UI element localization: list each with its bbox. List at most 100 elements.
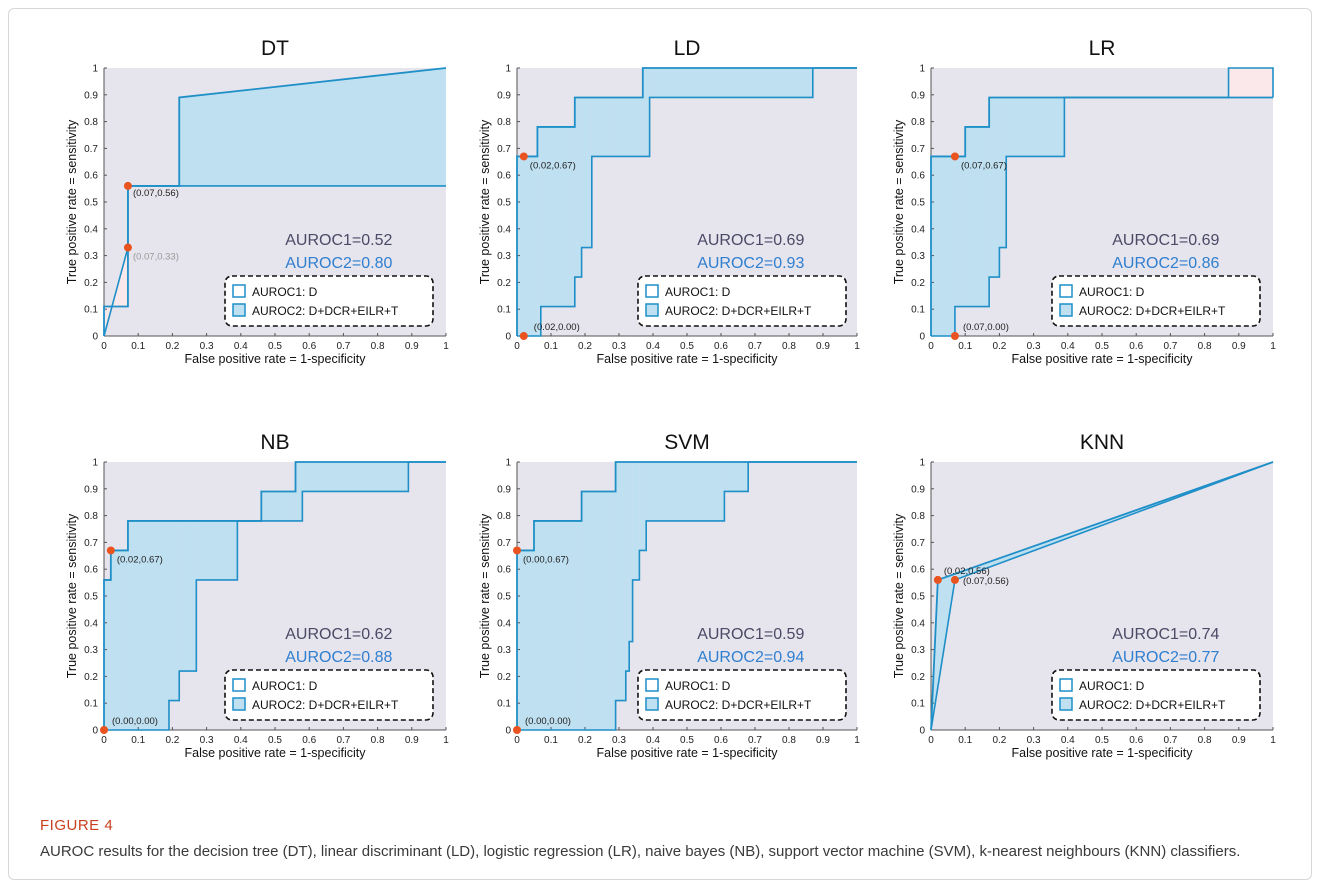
- x-tick-label: 0.8: [371, 341, 385, 352]
- roc-panel-ld: 0 0.1 0.2 0.3 0.4 0.5 0.6 0.7 0.8 0.9 1 0 0.1 0.2 0.3 0…: [478, 37, 860, 366]
- y-tick-label: 1: [92, 64, 98, 75]
- roc-curve-auroc1: [517, 461, 857, 731]
- legend-swatch-auroc2: [232, 303, 246, 317]
- roc-panel-dt: 0 0.1 0.2 0.3 0.4 0.5 0.6 0.7 0.8 0.9 1 0 0.1 0.2 0.3 0…: [65, 37, 449, 366]
- y-tick-label: 0.4: [911, 618, 925, 629]
- legend-swatch-auroc1: [1059, 678, 1073, 692]
- point-label: (0.02,0.00): [534, 322, 580, 333]
- operating-point-marker: [950, 152, 959, 161]
- operating-point-marker: [950, 575, 959, 584]
- x-axis-label: False positive rate = 1-specificity: [1012, 352, 1194, 366]
- x-tick-label: 1: [443, 735, 449, 746]
- x-tick-label: 0.9: [1232, 341, 1246, 352]
- gain-area: [302, 462, 409, 492]
- y-tick-label: 0.5: [84, 198, 98, 209]
- legend-swatch-auroc2: [645, 303, 659, 317]
- gain-area: [931, 156, 955, 336]
- operating-point-marker: [933, 575, 942, 584]
- y-tick-label: 0.3: [497, 251, 511, 262]
- legend-swatch-auroc2: [1059, 303, 1073, 317]
- roc-figure: 0 0.1 0.2 0.3 0.4 0.5 0.6 0.7 0.8 0.9 1 0 0.1 0.2 0.3 0…: [65, 37, 1276, 760]
- legend-label-auroc1: AUROC1: D: [1079, 679, 1145, 693]
- operating-point-marker: [106, 546, 115, 555]
- x-tick-label: 1: [1270, 735, 1276, 746]
- point-label: (0.07,0.67): [961, 160, 1007, 171]
- legend-box: [637, 275, 847, 327]
- chart-title: SVM: [664, 431, 710, 454]
- gain-area: [999, 97, 1007, 248]
- x-tick-label: 0.2: [992, 341, 1006, 352]
- x-tick-label: 0: [928, 341, 934, 352]
- x-tick-label: 0.2: [578, 735, 592, 746]
- x-tick-label: 0.5: [1095, 341, 1109, 352]
- x-tick-label: 0.5: [268, 341, 282, 352]
- x-tick-label: 0.1: [544, 735, 558, 746]
- legend-box: [637, 669, 847, 721]
- x-tick-label: 0: [514, 735, 520, 746]
- legend-swatch-auroc2: [645, 697, 659, 711]
- gain-area: [625, 462, 630, 672]
- x-axis-label: False positive rate = 1-specificity: [597, 352, 779, 366]
- gain-area: [127, 520, 169, 730]
- point-label: (0.07,0.56): [963, 576, 1009, 587]
- y-tick-label: 0.4: [84, 224, 98, 235]
- y-tick-label: 0.7: [84, 538, 98, 549]
- y-tick-label: 0.4: [497, 618, 511, 629]
- x-tick-label: 0.9: [405, 735, 419, 746]
- x-tick-label: 0.3: [200, 735, 214, 746]
- y-tick-label: 1: [919, 458, 925, 469]
- y-tick-label: 0.9: [84, 90, 98, 101]
- x-tick-label: 0.8: [1198, 735, 1212, 746]
- y-tick-label: 0.2: [84, 672, 98, 683]
- y-tick-label: 0.6: [911, 565, 925, 576]
- y-tick-label: 1: [505, 458, 511, 469]
- legend-label-auroc1: AUROC1: D: [252, 679, 318, 693]
- y-axis-label: True positive rate = sensitivity: [478, 119, 492, 284]
- y-tick-label: 0: [505, 726, 511, 737]
- y-tick-label: 0.7: [497, 144, 511, 155]
- legend-box: [1051, 275, 1261, 327]
- x-tick-label: 0.6: [1129, 341, 1143, 352]
- x-tick-label: 0.7: [748, 341, 762, 352]
- x-tick-label: 0.1: [544, 341, 558, 352]
- y-axis-label: True positive rate = sensitivity: [65, 119, 79, 284]
- y-tick-label: 0.5: [497, 198, 511, 209]
- gain-area: [1006, 97, 1065, 157]
- y-tick-label: 0.3: [911, 251, 925, 262]
- loss-area: [1228, 68, 1273, 98]
- x-axis-label: False positive rate = 1-specificity: [185, 352, 367, 366]
- y-tick-label: 0.8: [84, 117, 98, 128]
- y-tick-label: 0.9: [911, 484, 925, 495]
- point-label: (0.02,0.56): [944, 566, 990, 577]
- y-tick-label: 0: [505, 332, 511, 343]
- y-tick-label: 0.8: [84, 511, 98, 522]
- x-tick-label: 0.2: [165, 341, 179, 352]
- y-tick-label: 1: [919, 64, 925, 75]
- y-tick-label: 0.2: [911, 278, 925, 289]
- y-tick-label: 0.3: [911, 645, 925, 656]
- legend-label-auroc2: AUROC2: D+DCR+EILR+T: [665, 698, 812, 712]
- y-axis-label: True positive rate = sensitivity: [892, 119, 906, 284]
- legend-label-auroc1: AUROC1: D: [665, 285, 731, 299]
- auroc1-value: AUROC1=0.59: [697, 626, 804, 643]
- y-tick-label: 0.1: [911, 699, 925, 710]
- auroc2-value: AUROC2=0.94: [697, 649, 804, 666]
- gain-area: [537, 126, 541, 337]
- y-tick-label: 0.6: [84, 565, 98, 576]
- y-tick-label: 0.1: [84, 305, 98, 316]
- roc-curve-auroc2: [930, 96, 1273, 336]
- x-tick-label: 0.2: [992, 735, 1006, 746]
- legend-swatch-auroc1: [1059, 284, 1073, 298]
- chart-title: NB: [260, 431, 289, 454]
- figure-frame: [8, 8, 1312, 880]
- x-tick-label: 0.4: [1061, 341, 1075, 352]
- legend-swatch-auroc1: [232, 284, 246, 298]
- gain-area: [295, 462, 303, 521]
- y-tick-label: 0.3: [84, 645, 98, 656]
- operating-point-marker: [950, 332, 959, 340]
- y-tick-label: 0: [919, 726, 925, 737]
- x-tick-label: 0.3: [200, 341, 214, 352]
- operating-point-marker: [519, 332, 528, 340]
- y-tick-label: 0.1: [497, 699, 511, 710]
- x-tick-label: 0.6: [302, 341, 316, 352]
